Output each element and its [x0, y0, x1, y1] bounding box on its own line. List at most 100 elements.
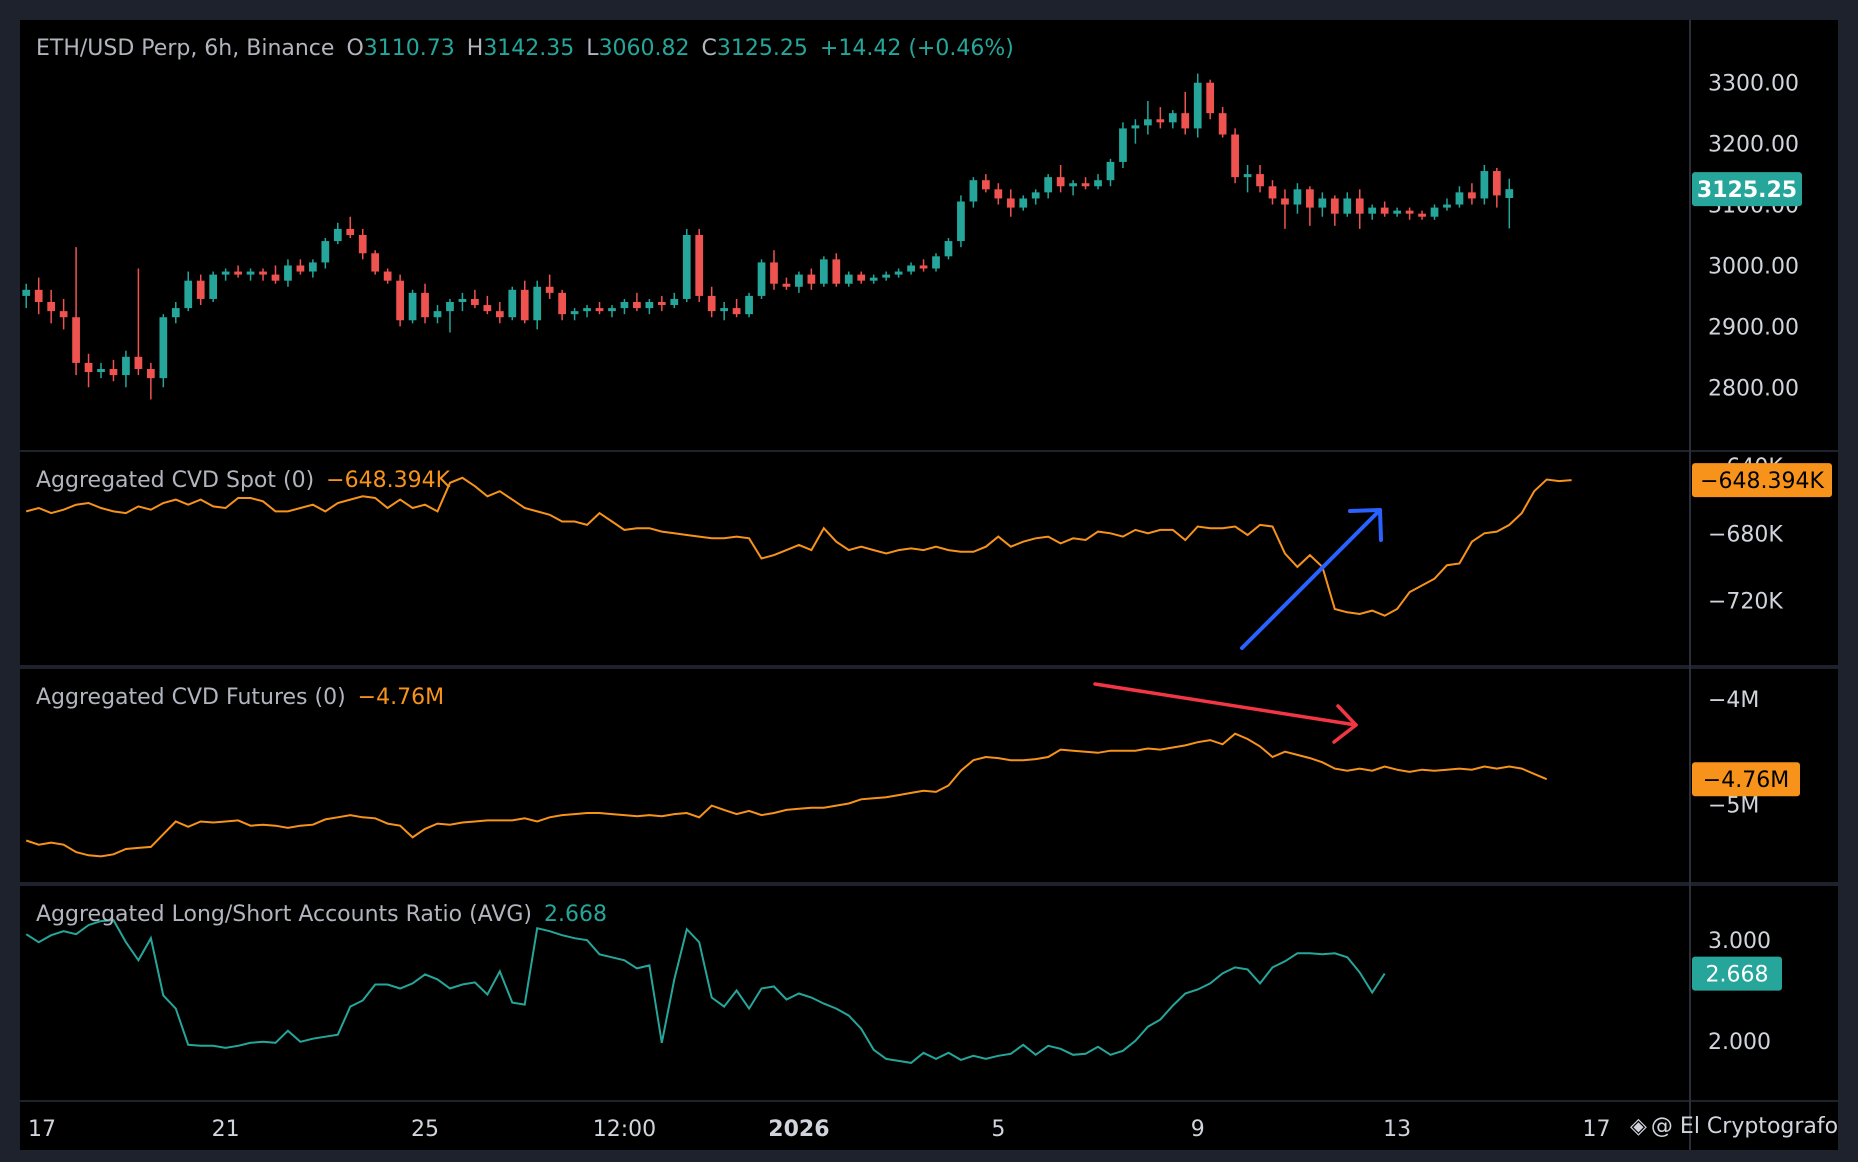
cvd-futures-title: Aggregated CVD Futures (0) — [36, 685, 346, 710]
candle-body — [944, 241, 953, 257]
candle-body — [1393, 210, 1401, 214]
watermark: ◈ @ El Cryptografo — [1630, 1114, 1838, 1139]
candle-body — [1293, 189, 1302, 205]
pane2-tick-label-1: −5M — [1708, 794, 1759, 819]
ratio-value-tag-label: 2.668 — [1706, 963, 1769, 988]
time-axis-background — [20, 1102, 1838, 1150]
candle-body — [670, 298, 679, 306]
candle-body — [1069, 183, 1077, 187]
candle-body — [1231, 134, 1239, 178]
candle-body — [770, 262, 778, 284]
candle-body — [271, 274, 280, 281]
candle-body — [1268, 186, 1277, 199]
ratio-value-tag — [1692, 956, 1782, 991]
candle-body — [146, 369, 155, 379]
time-tick-label-0: 17 — [28, 1117, 56, 1142]
candle-body — [134, 356, 143, 369]
candle-body — [1019, 198, 1028, 208]
cvd-futures-trend-arrow — [1093, 682, 1358, 727]
candle-body — [109, 369, 118, 376]
candle-body — [508, 289, 517, 318]
candle-body — [633, 302, 641, 309]
cvd-spot-trend-arrow — [1240, 508, 1382, 650]
candle-body — [159, 317, 168, 379]
price-tick-label-0: 3300.00 — [1708, 72, 1799, 97]
time-tick-label-8: 17 — [1583, 1117, 1611, 1142]
candle-body — [72, 317, 80, 363]
candle-body — [1492, 171, 1501, 196]
candle-body — [333, 228, 342, 242]
candle-body — [757, 262, 766, 296]
candle-body — [1330, 198, 1339, 214]
candle-body — [545, 286, 554, 293]
pane3-series-line — [25, 919, 1386, 1064]
candle-body — [745, 295, 753, 315]
open-value: 3110.73 — [363, 36, 455, 61]
cvd-spot-value-tag — [1692, 463, 1832, 498]
candle-body — [221, 271, 230, 275]
candle-body — [695, 235, 704, 296]
candle-body — [458, 298, 467, 302]
candle-body — [620, 302, 629, 309]
price-tick-label-1: 3200.00 — [1708, 133, 1799, 158]
cvd-futures-arrow-head — [1332, 704, 1358, 744]
candle-body — [857, 274, 866, 281]
candle-body — [383, 271, 392, 281]
candle-body — [284, 265, 292, 281]
candle-body — [371, 253, 380, 272]
pane2-tick-label-0: −4M — [1708, 688, 1759, 713]
candle-body — [720, 308, 729, 312]
time-tick-label-7: 13 — [1383, 1117, 1411, 1142]
binance-diamond-icon: ◈ — [1630, 1114, 1647, 1139]
candle-body — [234, 271, 242, 275]
candle-body — [1418, 213, 1426, 217]
cvd-futures-value-tag — [1692, 762, 1800, 797]
candle-body — [1480, 171, 1489, 199]
candle-body — [171, 308, 180, 318]
cvd-spot-title: Aggregated CVD Spot (0) — [36, 468, 315, 493]
candle-body — [919, 265, 928, 269]
candle-body — [1468, 192, 1476, 199]
ratio-legend: Aggregated Long/Short Accounts Ratio (AV… — [36, 902, 619, 927]
candle-body — [932, 256, 940, 269]
candle-body — [795, 274, 803, 287]
candle-body — [558, 292, 566, 315]
time-tick-label-2: 25 — [411, 1117, 439, 1142]
candle-body — [408, 292, 417, 321]
candle-body — [832, 259, 841, 284]
candle-body — [47, 302, 56, 312]
candle-body — [1306, 189, 1314, 208]
pane-background-3 — [20, 886, 1690, 1100]
candle-body — [1181, 113, 1190, 129]
low-label: L — [586, 36, 599, 61]
last-price-tag-label: 3125.25 — [1697, 178, 1797, 203]
candle-body — [707, 295, 716, 312]
candle-body — [1044, 177, 1053, 193]
candle-body — [1119, 128, 1127, 162]
candle-body — [1318, 198, 1327, 208]
time-tick-label-6: 9 — [1191, 1117, 1205, 1142]
candle-body — [296, 265, 305, 272]
candle-body — [1144, 119, 1152, 126]
candle-body — [1443, 204, 1451, 208]
candle-body — [1505, 189, 1514, 199]
candle-body — [1006, 198, 1015, 208]
candle-body — [1355, 198, 1364, 214]
candle-body — [533, 286, 542, 321]
candle-body — [1131, 125, 1140, 129]
open-label: O — [346, 36, 364, 61]
ratio-value: 2.668 — [544, 902, 607, 927]
candle-body — [981, 180, 990, 190]
candle-body — [1106, 161, 1115, 181]
time-tick-label-5: 5 — [991, 1117, 1005, 1142]
candle-body — [1343, 198, 1352, 214]
candle-body — [246, 271, 255, 275]
price-tick-label-3: 3000.00 — [1708, 254, 1799, 279]
candle-body — [782, 283, 791, 287]
candle-body — [34, 289, 43, 302]
high-value: 3142.35 — [483, 36, 575, 61]
cvd-futures-legend: Aggregated CVD Futures (0) −4.76M — [36, 685, 456, 710]
candle-body — [321, 241, 330, 263]
